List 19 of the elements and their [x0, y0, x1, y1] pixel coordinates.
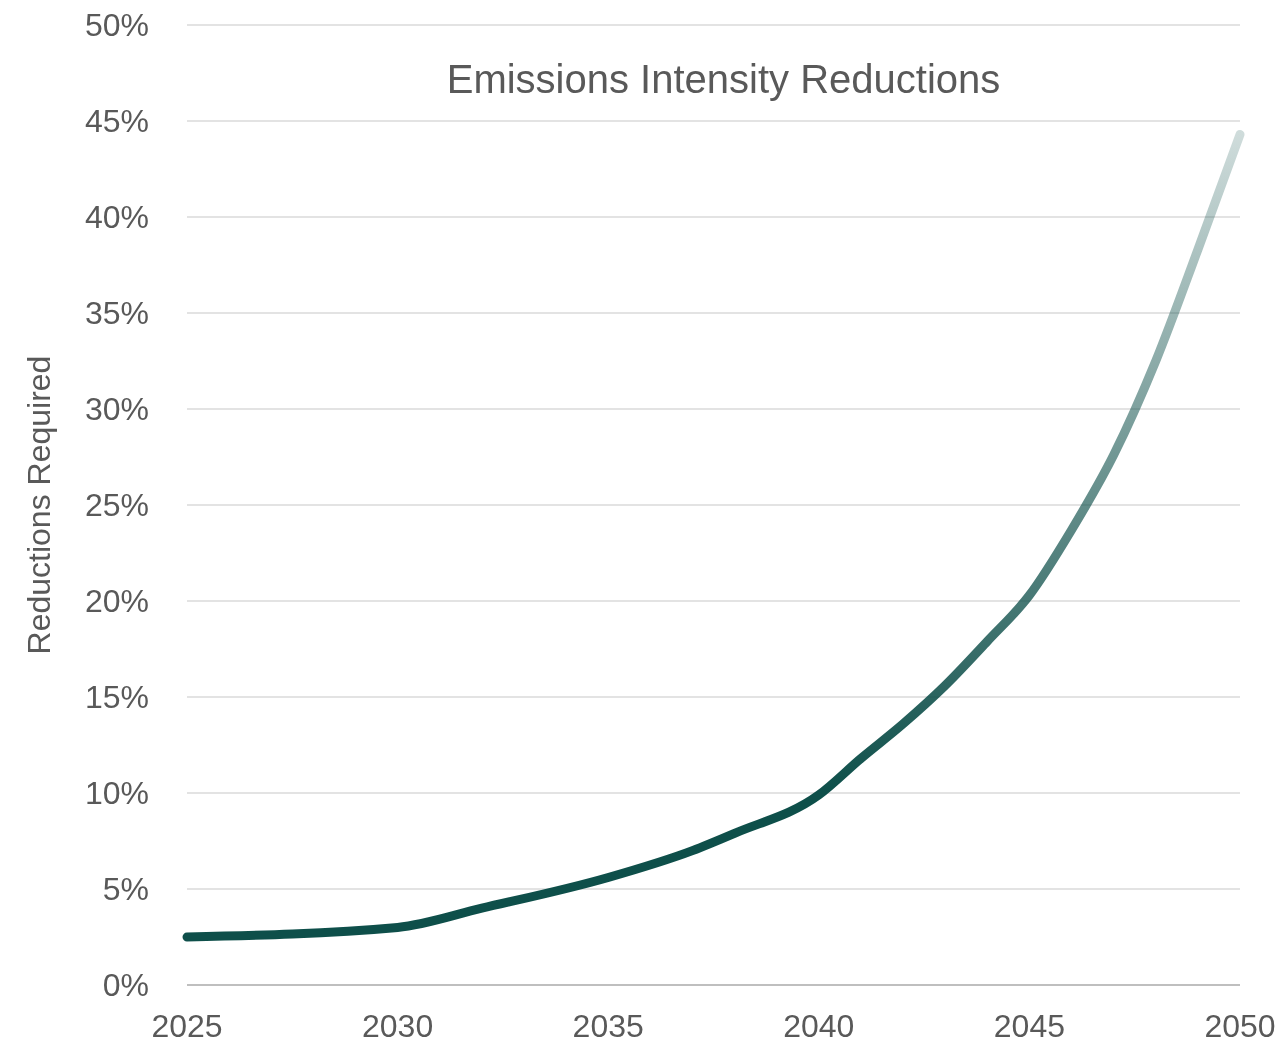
x-tick-label: 2050	[1204, 1008, 1276, 1044]
y-tick-label: 30%	[84, 391, 149, 428]
y-tick-label: 20%	[84, 583, 149, 620]
y-tick-label: 25%	[84, 487, 149, 524]
y-tick-label: 15%	[84, 679, 149, 716]
x-tick-label: 2025	[151, 1008, 223, 1044]
x-tick-label: 2045	[993, 1008, 1065, 1044]
y-tick-label: 35%	[84, 295, 149, 332]
x-tick-label: 2040	[783, 1008, 855, 1044]
y-tick-label: 50%	[84, 7, 149, 44]
y-tick-label: 40%	[84, 199, 149, 236]
x-tick-label: 2035	[572, 1008, 644, 1044]
text: Emissions Intensity Reductions	[446, 57, 1001, 101]
y-tick-label: 5%	[102, 871, 149, 908]
y-tick-label: 45%	[84, 103, 149, 140]
x-tick-label: 2030	[362, 1008, 434, 1044]
y-tick-label: 0%	[102, 967, 149, 1004]
y-axis-title: Reductions Required	[21, 355, 57, 655]
y-tick-label: 10%	[84, 775, 149, 812]
